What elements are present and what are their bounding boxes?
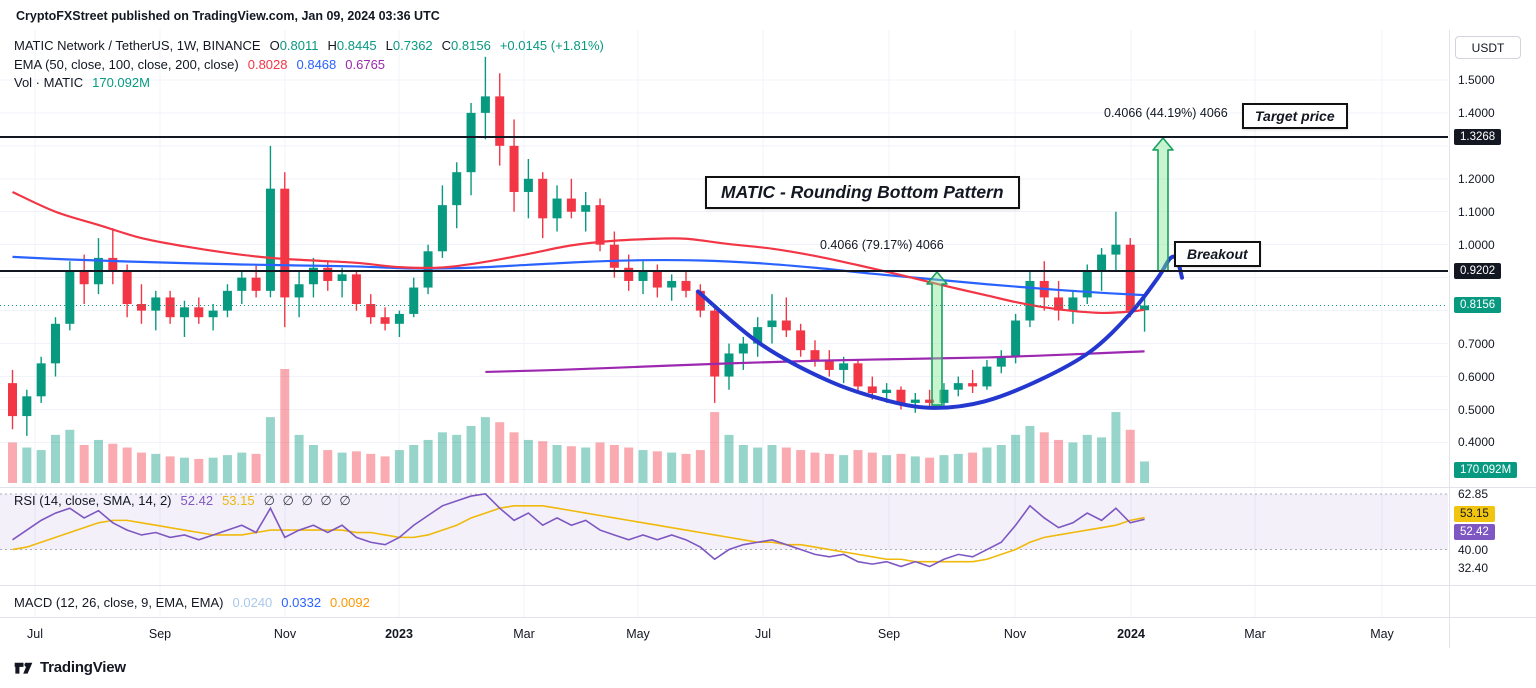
price-tick-label: 1.0000	[1458, 237, 1495, 252]
high-label: H	[327, 38, 337, 53]
low-value: 0.7362	[392, 38, 433, 53]
price-tick-label: 1.2000	[1458, 171, 1495, 186]
time-axis-label: 2023	[385, 627, 413, 641]
price-tick-label: 0.5000	[1458, 402, 1495, 417]
time-axis-label: May	[626, 627, 650, 641]
target-price-box[interactable]: Target price	[1242, 103, 1348, 129]
high-value: 0.8445	[336, 38, 377, 53]
close-value: 0.8156	[451, 38, 491, 53]
level-price-badge: 0.9202	[1454, 263, 1502, 279]
time-axis-label: Mar	[513, 627, 535, 641]
ohlc-high: H0.8445	[328, 37, 377, 56]
price-tick-label: 0.4000	[1458, 435, 1495, 450]
price-levels	[0, 135, 1448, 306]
macd-line-value: 0.0332	[281, 595, 322, 610]
time-axis-label: Sep	[148, 627, 172, 641]
volume-badge: 170.092M	[1454, 462, 1518, 478]
time-axis-label: Nov	[1003, 627, 1027, 641]
rsi-value: 52.42	[180, 493, 214, 508]
legend-symbol-row[interactable]: MATIC Network / TetherUS, 1W, BINANCE O0…	[14, 37, 604, 56]
rsi-tick-label: 62.85	[1458, 487, 1489, 501]
rsi-sma-value: 53.15	[222, 493, 255, 508]
time-axis-label: Sep	[877, 627, 901, 641]
time-axis-label: Nov	[273, 627, 297, 641]
open-label: O	[269, 38, 280, 53]
last-price-badge: 0.8156	[1454, 297, 1502, 314]
tradingview-footer-link[interactable]: TradingView	[14, 658, 126, 677]
time-axis-label: 2024	[1117, 627, 1145, 641]
ohlc-open: O0.8011	[270, 37, 319, 56]
chart-legend: MATIC Network / TetherUS, 1W, BINANCE O0…	[14, 37, 604, 93]
tradingview-footer-text: TradingView	[40, 659, 126, 676]
volume-value: 170.092M	[92, 75, 150, 90]
pane-separators	[0, 30, 1536, 648]
price-tick-label: 1.4000	[1458, 105, 1495, 120]
price-tick-label: 0.7000	[1458, 336, 1495, 351]
candlesticks	[8, 56, 1150, 436]
macd-legend-row[interactable]: MACD (12, 26, close, 9, EMA, EMA) 0.0240…	[14, 595, 370, 610]
ema200-value: 0.6765	[345, 56, 386, 72]
rsi-line	[12, 493, 1145, 568]
ema50-value: 0.8028	[247, 56, 288, 72]
time-axis-label: May	[1370, 627, 1394, 641]
ema100-line	[12, 255, 1145, 297]
rsi-band	[0, 493, 1448, 551]
time-axis-label: Jul	[755, 627, 771, 641]
rsi-tick-label: 32.40	[1458, 560, 1489, 575]
rsi-empty-values: ∅ ∅ ∅ ∅ ∅	[263, 493, 353, 508]
time-axis-label: Jul	[27, 627, 43, 641]
ema200-line	[485, 350, 1145, 374]
attribution-text: CryptoFXStreet published on TradingView.…	[16, 9, 440, 23]
price-tick-label: 0.6000	[1458, 369, 1495, 384]
low-label: L	[385, 38, 393, 53]
rsi-tick-label: 40.00	[1458, 542, 1489, 557]
rsi-sma-line	[12, 504, 1145, 563]
ohlc-low: L0.7362	[386, 37, 433, 56]
macd-label: MACD (12, 26, close, 9, EMA, EMA)	[14, 595, 224, 610]
ema50-line	[12, 190, 1145, 315]
pattern-title-box[interactable]: MATIC - Rounding Bottom Pattern	[705, 176, 1020, 209]
rsi-badge: 52.42	[1454, 524, 1495, 540]
currency-toggle-button[interactable]: USDT	[1455, 36, 1521, 59]
volume-label: Vol · MATIC	[14, 75, 84, 90]
rsi-sma-badge: 53.15	[1454, 506, 1495, 522]
ohlc-close: C0.8156	[442, 37, 491, 56]
rsi-label: RSI (14, close, SMA, 14, 2)	[14, 493, 172, 508]
ema-lines	[12, 190, 1145, 374]
time-axis-label: Mar	[1244, 627, 1266, 641]
pattern-drawing	[696, 254, 1184, 410]
change-value: +0.0145 (+1.81%)	[499, 38, 604, 53]
ema-label: EMA (50, close, 100, close, 200, close)	[14, 56, 239, 72]
macd-signal-value: 0.0092	[330, 595, 370, 610]
legend-volume-row[interactable]: Vol · MATIC 170.092M	[14, 74, 604, 93]
price-projection-arrow	[1152, 137, 1174, 272]
symbol-title: MATIC Network / TetherUS, 1W, BINANCE	[14, 38, 261, 53]
rsi-lines	[12, 493, 1145, 568]
legend-ema-row[interactable]: EMA (50, close, 100, close, 200, close) …	[14, 56, 604, 75]
level-price-badge: 1.3268	[1454, 128, 1502, 145]
open-value: 0.8011	[279, 38, 319, 53]
price-tick-label: 1.1000	[1458, 204, 1495, 219]
macd-hist-value: 0.0240	[232, 595, 273, 610]
close-label: C	[441, 38, 452, 53]
rsi-legend-row[interactable]: RSI (14, close, SMA, 14, 2) 52.42 53.15 …	[14, 493, 353, 509]
rounding-bottom-curve	[696, 254, 1184, 410]
breakout-box[interactable]: Breakout	[1174, 241, 1261, 267]
ema100-value: 0.8468	[296, 56, 337, 72]
tradingview-logo-icon	[14, 662, 33, 674]
price-tick-label: 1.5000	[1458, 72, 1495, 87]
breakout-measure-label[interactable]: 0.4066 (79.17%) 4066	[820, 238, 944, 252]
time-axis[interactable]: Jul Sep Nov 2023 Mar May Jul Sep Nov 2024 Mar May	[0, 617, 1449, 648]
volume-bars	[8, 369, 1150, 483]
price-axis[interactable]: 1.5000 1.4000 1.2000 1.1000 1.0000 0.7000 0.60…	[1450, 0, 1536, 648]
target-measure-label[interactable]: 0.4066 (44.19%) 4066	[1104, 106, 1228, 120]
